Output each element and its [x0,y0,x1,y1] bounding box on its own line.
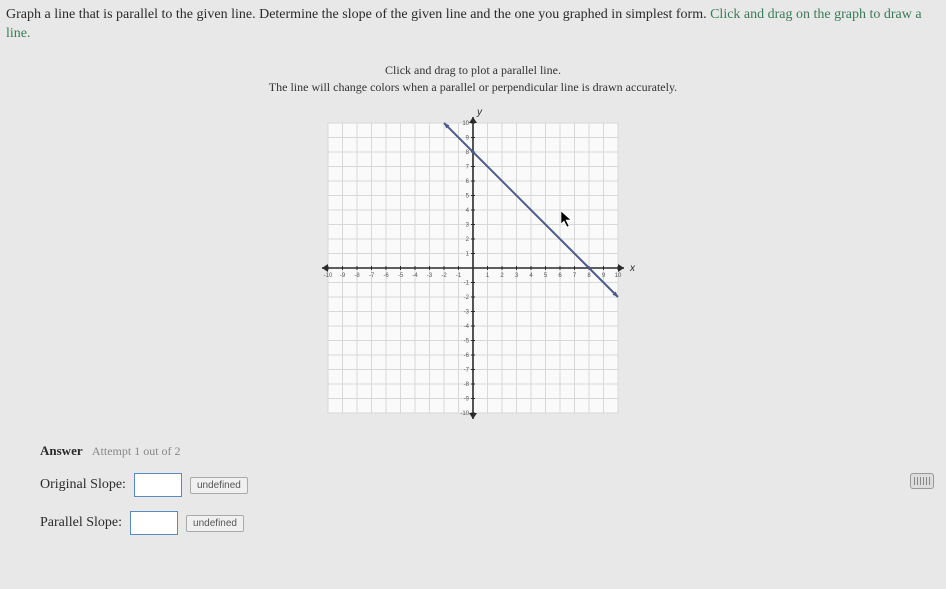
svg-text:x: x [629,263,636,274]
answer-header: Answer Attempt 1 out of 2 [40,443,946,459]
svg-text:-7: -7 [369,273,375,279]
svg-text:-1: -1 [456,273,462,279]
svg-text:10: 10 [462,121,469,127]
svg-text:-5: -5 [464,339,470,345]
answer-section: Answer Attempt 1 out of 2 Original Slope… [0,443,946,535]
original-slope-label: Original Slope: [40,477,126,493]
graph-instructions: Click and drag to plot a parallel line. … [0,62,946,96]
question-text: Graph a line that is parallel to the giv… [0,0,946,48]
svg-text:-6: -6 [383,273,389,279]
instruction-line-2: The line will change colors when a paral… [0,79,946,96]
svg-text:y: y [476,107,483,118]
svg-text:-7: -7 [464,368,470,374]
svg-text:-5: -5 [398,273,404,279]
svg-text:-4: -4 [464,324,470,330]
attempt-text: Attempt 1 out of 2 [92,444,181,458]
original-slope-row: Original Slope: undefined [40,473,946,497]
graph-canvas[interactable]: -10-9-8-7-6-5-4-3-2-112345678910-10-9-8-… [308,103,638,433]
svg-text:-9: -9 [340,273,346,279]
svg-text:-4: -4 [412,273,418,279]
instruction-line-1: Click and drag to plot a parallel line. [0,62,946,79]
svg-text:-1: -1 [464,281,470,287]
parallel-slope-label: Parallel Slope: [40,515,122,531]
svg-text:-8: -8 [354,273,360,279]
svg-text:-3: -3 [427,273,433,279]
parallel-undefined-button[interactable]: undefined [186,515,244,532]
svg-text:-3: -3 [464,310,470,316]
svg-text:-10: -10 [460,411,469,417]
svg-text:-2: -2 [441,273,447,279]
svg-text:-8: -8 [464,382,470,388]
parallel-slope-row: Parallel Slope: undefined [40,511,946,535]
svg-text:10: 10 [615,273,622,279]
original-undefined-button[interactable]: undefined [190,477,248,494]
svg-text:-6: -6 [464,353,470,359]
svg-text:-10: -10 [324,273,333,279]
parallel-slope-input[interactable] [130,511,178,535]
svg-text:-2: -2 [464,295,470,301]
answer-label: Answer [40,443,83,458]
keyboard-icon[interactable] [910,473,934,489]
original-slope-input[interactable] [134,473,182,497]
svg-text:-9: -9 [464,397,470,403]
question-part1: Graph a line that is parallel to the giv… [6,7,710,22]
